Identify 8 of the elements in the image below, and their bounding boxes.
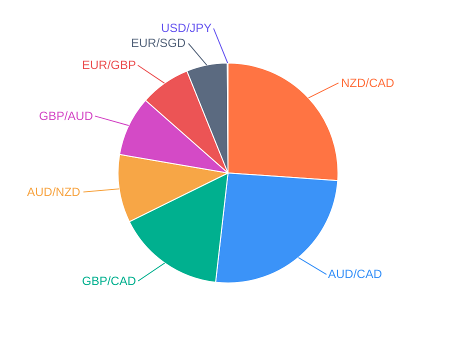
slice-label: USD/JPY (161, 21, 212, 35)
slice-label: AUD/NZD (27, 185, 81, 199)
slice-label: NZD/CAD (341, 76, 395, 90)
slice-label: AUD/CAD (328, 267, 382, 281)
slice-label: EUR/SGD (131, 36, 186, 50)
slice-label: GBP/CAD (82, 274, 136, 288)
slice-label: EUR/GBP (82, 58, 136, 72)
slice-label: GBP/AUD (39, 109, 94, 123)
